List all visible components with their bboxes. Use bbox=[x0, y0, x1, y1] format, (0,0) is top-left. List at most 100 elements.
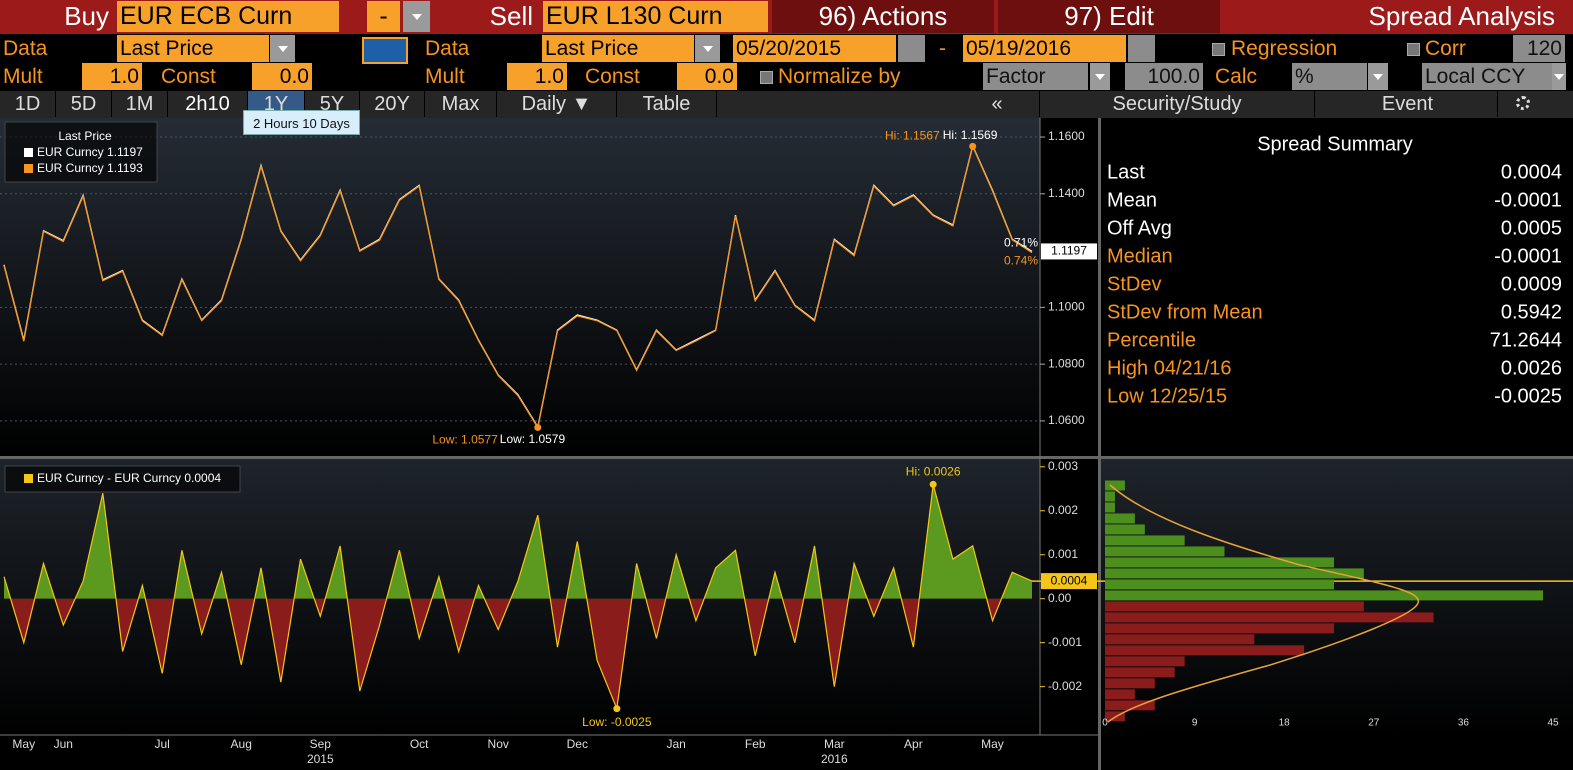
tab[interactable]: 5D bbox=[56, 91, 112, 117]
histogram-bar bbox=[1105, 513, 1135, 524]
histogram-bar bbox=[1105, 689, 1135, 700]
swap-icon[interactable] bbox=[362, 37, 408, 64]
title: Spread Analysis bbox=[1368, 1, 1555, 31]
y-tick-label: 1.1600 bbox=[1048, 129, 1085, 143]
tab[interactable]: 2h10 bbox=[168, 91, 248, 117]
tab[interactable]: Event bbox=[1318, 91, 1498, 117]
label: Data bbox=[425, 37, 470, 60]
input[interactable]: 05/19/2016 bbox=[963, 35, 1126, 62]
divider bbox=[0, 456, 1573, 459]
tab[interactable]: 1D bbox=[0, 91, 56, 117]
dropdown[interactable] bbox=[1552, 63, 1566, 90]
summary-label: Low 12/25/15 bbox=[1107, 385, 1227, 407]
gear[interactable] bbox=[1516, 96, 1530, 110]
input[interactable]: Last Price bbox=[117, 35, 269, 62]
legend-swatch bbox=[24, 474, 33, 483]
x-tick-label: Jan bbox=[666, 737, 685, 751]
checkbox[interactable] bbox=[760, 71, 773, 84]
tab[interactable]: 1M bbox=[112, 91, 168, 117]
input[interactable]: 0.0 bbox=[252, 63, 312, 90]
summary-label: Off Avg bbox=[1107, 217, 1172, 239]
last-value-tag bbox=[1041, 243, 1097, 260]
dropdown[interactable] bbox=[270, 35, 295, 62]
x-tick-label: 36 bbox=[1458, 718, 1470, 729]
legend-title: Last Price bbox=[58, 129, 112, 143]
calendar[interactable] bbox=[898, 35, 925, 62]
label: Sell bbox=[489, 1, 533, 31]
histogram-bar bbox=[1105, 623, 1334, 634]
tooltip: 2 Hours 10 Days bbox=[243, 110, 360, 135]
input[interactable]: Factor bbox=[983, 63, 1088, 90]
histogram-bar bbox=[1105, 656, 1185, 667]
checkbox[interactable] bbox=[1212, 43, 1225, 56]
x-tick-label: Sep bbox=[310, 737, 332, 751]
histogram-bar bbox=[1105, 612, 1434, 623]
tab[interactable]: Daily ▼ bbox=[497, 91, 617, 117]
input[interactable]: 1.0 bbox=[82, 63, 142, 90]
input[interactable]: 05/20/2015 bbox=[733, 35, 896, 62]
histogram-bar bbox=[1105, 601, 1364, 612]
low-marker bbox=[534, 423, 542, 431]
histogram-bar bbox=[1105, 590, 1544, 601]
input[interactable]: 1.0 bbox=[507, 63, 567, 90]
summary-label: Median bbox=[1107, 245, 1173, 267]
tab[interactable]: 20Y bbox=[360, 91, 425, 117]
high-label: Hi: 0.0026 bbox=[906, 465, 961, 479]
checkbox[interactable] bbox=[1407, 43, 1420, 56]
settings-icon[interactable] bbox=[1500, 91, 1573, 117]
label: Normalize by bbox=[778, 65, 901, 88]
input[interactable]: 120 bbox=[1513, 35, 1565, 62]
tab[interactable]: Table bbox=[617, 91, 717, 117]
summary-label: Mean bbox=[1107, 189, 1157, 211]
input[interactable]: - bbox=[367, 1, 400, 32]
last-value-label: 1.1197 bbox=[1051, 244, 1087, 258]
tab[interactable]: Security/Study bbox=[1040, 91, 1315, 117]
dropdown[interactable] bbox=[695, 35, 720, 62]
input[interactable]: 100.0 bbox=[1125, 63, 1203, 90]
tab[interactable]: Max bbox=[425, 91, 497, 117]
y-tick-label: 0.00 bbox=[1048, 591, 1072, 605]
legend-entry: EUR Curncy 1.1197 bbox=[37, 145, 143, 159]
x-tick-label: 0 bbox=[1102, 718, 1108, 729]
change-label: 0.74% bbox=[1004, 254, 1038, 268]
input[interactable]: 0.0 bbox=[677, 63, 737, 90]
x-tick-label: 18 bbox=[1279, 718, 1291, 729]
summary-value: 71.2644 bbox=[1490, 329, 1562, 351]
low-marker bbox=[613, 705, 621, 713]
dropdown[interactable] bbox=[1090, 63, 1110, 90]
histogram-bar bbox=[1105, 480, 1125, 491]
low-label: Low: 1.0577 bbox=[432, 433, 498, 447]
button[interactable]: 96) Actions bbox=[772, 0, 994, 33]
label: Const bbox=[585, 65, 640, 88]
input[interactable]: EUR ECB Curn bbox=[117, 1, 339, 32]
y-tick-label: 0.001 bbox=[1048, 547, 1078, 561]
tab[interactable]: « bbox=[955, 91, 1040, 117]
button[interactable]: 97) Edit bbox=[998, 0, 1220, 33]
dropdown[interactable] bbox=[403, 1, 430, 32]
divider bbox=[1098, 118, 1101, 770]
histogram-bar bbox=[1105, 667, 1175, 678]
y-tick-label: 1.1000 bbox=[1048, 300, 1085, 314]
y-tick-label: 0.003 bbox=[1048, 459, 1078, 473]
x-year-label: 2016 bbox=[821, 752, 848, 766]
low-label: Low: -0.0025 bbox=[582, 715, 652, 729]
calendar[interactable] bbox=[1128, 35, 1155, 62]
summary-label: High 04/21/16 bbox=[1107, 357, 1232, 379]
x-tick-label: Jul bbox=[154, 737, 169, 751]
input[interactable]: EUR L130 Curn bbox=[543, 1, 768, 32]
y-tick-label: 0.002 bbox=[1048, 503, 1078, 517]
toolbar: Buy EUR ECB Curn - Sell EUR L130 Curn 96) Act… bbox=[0, 0, 1573, 135]
dropdown[interactable] bbox=[1368, 63, 1388, 90]
x-tick-label: Feb bbox=[745, 737, 766, 751]
input[interactable]: Last Price bbox=[542, 35, 694, 62]
legend-box bbox=[4, 465, 241, 493]
x-tick-label: 27 bbox=[1368, 718, 1380, 729]
label: - bbox=[939, 37, 946, 60]
x-tick-label: Mar bbox=[824, 737, 845, 751]
legend-entry: EUR Curncy - EUR Curncy 0.0004 bbox=[37, 471, 221, 485]
x-tick-label: Nov bbox=[488, 737, 509, 751]
summary-label: Last bbox=[1107, 161, 1145, 183]
input[interactable]: Local CCY bbox=[1422, 63, 1552, 90]
input[interactable]: % bbox=[1292, 63, 1367, 90]
x-tick-label: May bbox=[981, 737, 1004, 751]
